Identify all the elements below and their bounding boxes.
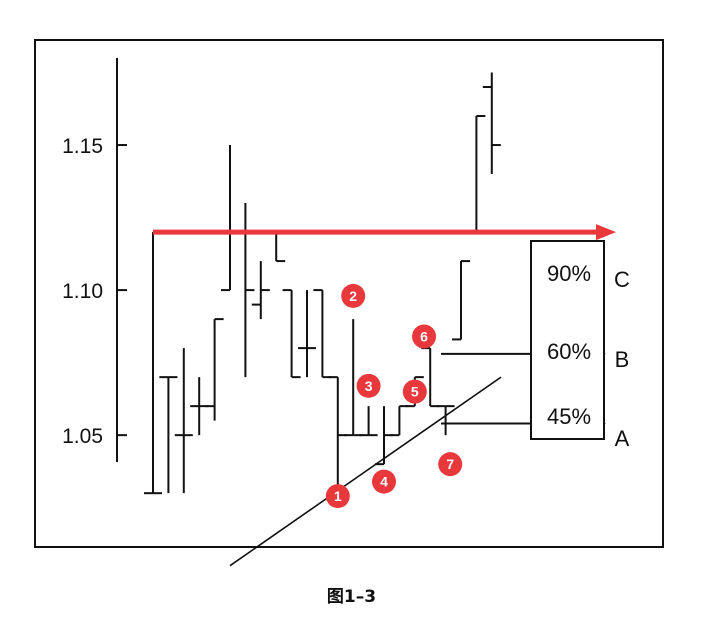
point-badge-circle bbox=[438, 452, 463, 477]
trendline bbox=[229, 376, 502, 567]
price-bar bbox=[298, 290, 316, 378]
retracement-letter: B bbox=[615, 347, 630, 372]
point-badge-circle bbox=[341, 283, 366, 308]
price-bar bbox=[452, 260, 470, 341]
retracement-percent: 90% bbox=[547, 261, 591, 286]
price-bar bbox=[174, 348, 193, 494]
retracement-box bbox=[530, 240, 605, 440]
point-badge-number: 6 bbox=[420, 329, 428, 345]
point-badge-number: 3 bbox=[365, 378, 373, 394]
point-badge-2: 2 bbox=[341, 283, 366, 308]
point-badge-circle bbox=[412, 324, 437, 349]
point-badge-5: 5 bbox=[402, 379, 427, 404]
point-badge-number: 4 bbox=[380, 474, 388, 490]
price-bar bbox=[359, 406, 378, 437]
retracement-letter: A bbox=[615, 426, 630, 451]
price-bar bbox=[159, 376, 178, 494]
point-badge-circle bbox=[325, 484, 350, 509]
y-tick-label: 1.05 bbox=[62, 425, 103, 448]
point-badge-circle bbox=[356, 373, 381, 398]
price-bar bbox=[251, 261, 270, 320]
point-badge-1: 1 bbox=[325, 484, 350, 509]
price-bar bbox=[482, 72, 501, 175]
point-badge-7: 7 bbox=[438, 452, 463, 477]
point-badge-number: 5 bbox=[411, 384, 419, 400]
retracement-percent: 60% bbox=[547, 339, 591, 364]
retracement-percent: 45% bbox=[547, 404, 591, 429]
red-level-arrowhead bbox=[596, 224, 616, 241]
point-badge-6: 6 bbox=[412, 324, 437, 349]
price-bar bbox=[205, 318, 224, 421]
price-bar bbox=[144, 232, 162, 495]
price-bar bbox=[436, 405, 455, 436]
point-badge-4: 4 bbox=[372, 469, 396, 494]
retracement-letter: C bbox=[614, 267, 630, 292]
figure-caption: 图1–3 bbox=[326, 587, 377, 607]
point-badge-number: 2 bbox=[349, 288, 357, 304]
point-badge-circle bbox=[372, 469, 396, 494]
point-badge-number: 1 bbox=[334, 488, 342, 504]
point-badge-number: 7 bbox=[446, 456, 454, 472]
price-bar bbox=[282, 289, 301, 379]
point-badge-3: 3 bbox=[356, 373, 381, 398]
y-tick-label: 1.15 bbox=[62, 135, 103, 158]
point-badge-circle bbox=[402, 379, 427, 404]
y-tick-label: 1.10 bbox=[62, 280, 103, 303]
